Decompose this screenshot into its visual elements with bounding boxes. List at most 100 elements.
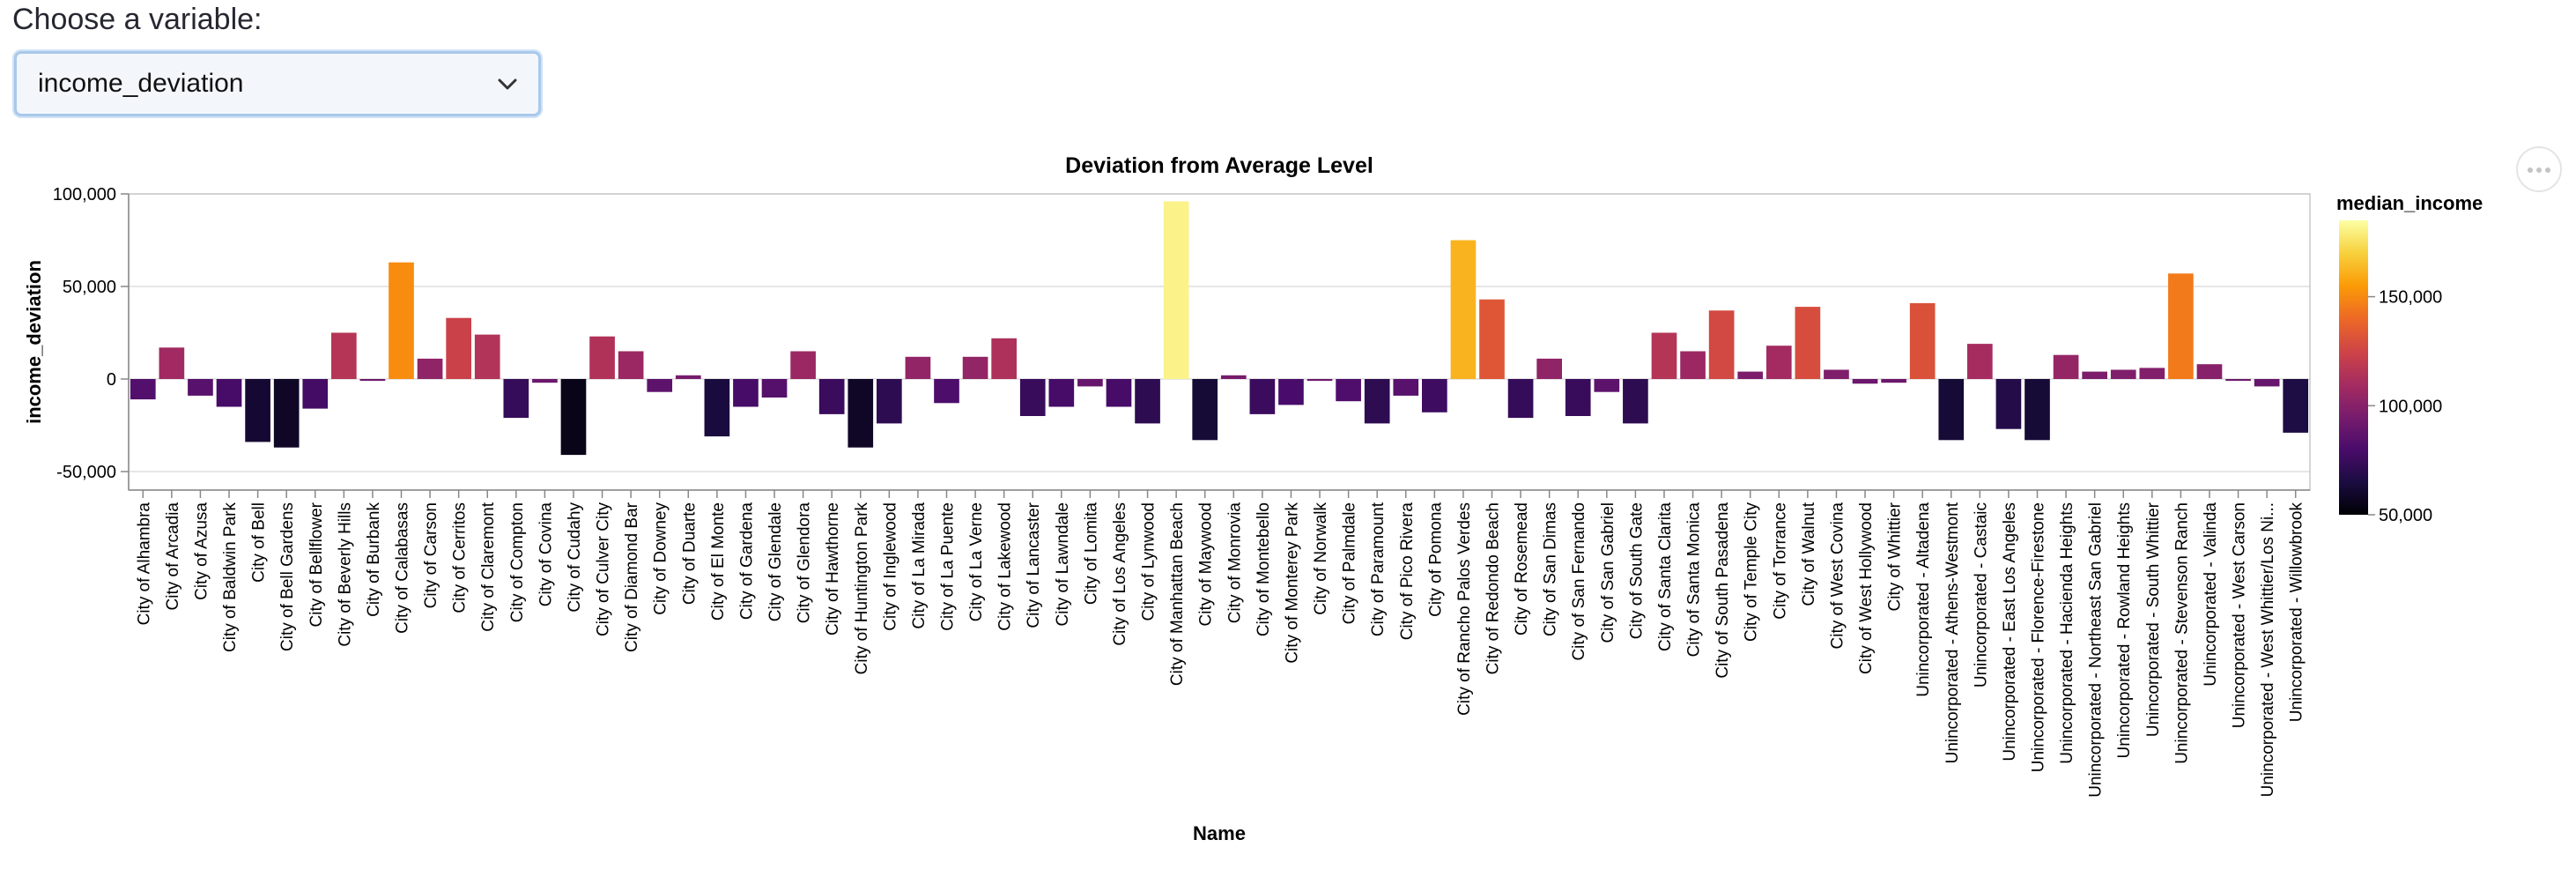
bar[interactable]	[704, 379, 730, 437]
bar[interactable]	[962, 356, 988, 379]
bar[interactable]	[273, 379, 300, 448]
bar[interactable]	[1422, 379, 1447, 413]
bar[interactable]	[1623, 379, 1648, 424]
x-tick-label: City of Monterey Park	[1283, 502, 1301, 664]
bar[interactable]	[1106, 379, 1132, 407]
bar[interactable]	[2283, 379, 2309, 433]
bar[interactable]	[2254, 379, 2280, 387]
bar[interactable]	[1680, 351, 1706, 380]
bar[interactable]	[1881, 379, 1906, 383]
bar[interactable]	[1909, 302, 1936, 379]
bar[interactable]	[359, 379, 386, 382]
bar[interactable]	[1651, 332, 1677, 380]
x-tick-label: Unincorporated - Stevenson Ranch	[2173, 502, 2191, 764]
bar[interactable]	[389, 262, 414, 379]
bar[interactable]	[2053, 354, 2079, 379]
x-tick-label: City of Calabasas	[394, 502, 412, 634]
variable-select[interactable]: income_deviation	[14, 51, 541, 116]
bar[interactable]	[877, 379, 902, 424]
x-tick-label: City of Downey	[652, 502, 670, 615]
bar[interactable]	[1336, 379, 1361, 402]
chevron-down-icon[interactable]	[496, 73, 519, 96]
bar[interactable]	[905, 356, 931, 379]
x-tick-label: City of Culver City	[595, 502, 613, 637]
menu-dot-icon	[2536, 167, 2542, 173]
x-tick-label: City of Burbank	[365, 502, 383, 617]
bar[interactable]	[991, 338, 1017, 379]
bar[interactable]	[1307, 379, 1333, 382]
x-tick-label: City of San Dimas	[1542, 502, 1560, 636]
bar[interactable]	[1450, 240, 1477, 380]
bar[interactable]	[818, 379, 845, 414]
bar[interactable]	[2139, 368, 2165, 379]
bar[interactable]	[331, 332, 357, 380]
bar[interactable]	[503, 379, 529, 419]
bar[interactable]	[1852, 379, 1878, 384]
bar[interactable]	[1019, 379, 1046, 416]
bar[interactable]	[417, 358, 443, 379]
bar[interactable]	[1507, 379, 1534, 419]
bar[interactable]	[532, 379, 558, 383]
bar[interactable]	[934, 379, 959, 404]
bar[interactable]	[1048, 379, 1075, 407]
x-tick-label: City of Arcadia	[164, 502, 182, 611]
bar[interactable]	[1364, 379, 1390, 424]
x-tick-label: City of Rancho Palos Verdes	[1455, 502, 1474, 716]
bar[interactable]	[1393, 379, 1419, 396]
bar[interactable]	[1995, 379, 2022, 429]
bar[interactable]	[1249, 379, 1276, 414]
y-tick-label: 100,000	[53, 185, 116, 204]
bar[interactable]	[1135, 379, 1160, 424]
bar[interactable]	[2082, 371, 2107, 379]
bar[interactable]	[1192, 379, 1218, 441]
bar[interactable]	[1938, 379, 1965, 441]
bar[interactable]	[1708, 310, 1735, 379]
bar[interactable]	[1479, 299, 1505, 379]
bar[interactable]	[302, 379, 329, 409]
bar[interactable]	[2168, 273, 2194, 379]
bar[interactable]	[1536, 358, 1562, 379]
bar[interactable]	[2196, 364, 2223, 379]
bar[interactable]	[188, 379, 213, 396]
bar[interactable]	[2025, 379, 2050, 441]
bar[interactable]	[733, 379, 759, 407]
bar[interactable]	[159, 347, 185, 379]
bar[interactable]	[1737, 371, 1764, 379]
bar[interactable]	[1795, 307, 1821, 379]
bar[interactable]	[446, 317, 471, 379]
bar[interactable]	[1765, 346, 1792, 379]
bar[interactable]	[761, 379, 788, 398]
bar[interactable]	[130, 379, 156, 400]
bar[interactable]	[1594, 379, 1620, 392]
bar[interactable]	[474, 334, 500, 379]
bar[interactable]	[647, 379, 673, 392]
x-tick-label: City of Pomona	[1426, 502, 1445, 617]
bar[interactable]	[560, 379, 587, 456]
bar[interactable]	[589, 336, 615, 379]
bar[interactable]	[2110, 369, 2136, 380]
x-tick-label: City of Lawndale	[1054, 502, 1072, 626]
bar[interactable]	[245, 379, 270, 442]
bar[interactable]	[2225, 379, 2251, 382]
x-tick-label: City of Torrance	[1771, 502, 1789, 620]
x-tick-label: City of Lancaster	[1025, 502, 1043, 628]
bar[interactable]	[790, 351, 816, 380]
menu-dot-icon	[2545, 167, 2550, 173]
x-tick-label: City of Monrovia	[1225, 502, 1244, 624]
bar[interactable]	[1278, 379, 1304, 405]
bar[interactable]	[1077, 379, 1103, 387]
bar[interactable]	[1565, 379, 1591, 416]
x-tick-label: City of Norwalk	[1312, 502, 1330, 615]
bar[interactable]	[1220, 375, 1247, 379]
bar[interactable]	[1967, 344, 1993, 379]
x-tick-label: City of Paramount	[1369, 502, 1388, 636]
chart-actions-menu-button[interactable]	[2516, 146, 2562, 192]
bar[interactable]	[1824, 369, 1849, 380]
bar[interactable]	[618, 351, 644, 380]
bar[interactable]	[848, 379, 874, 448]
bar[interactable]	[216, 379, 242, 407]
bar[interactable]	[1163, 201, 1189, 379]
x-tick-label: City of Glendora	[796, 502, 814, 624]
bar[interactable]	[675, 375, 701, 379]
